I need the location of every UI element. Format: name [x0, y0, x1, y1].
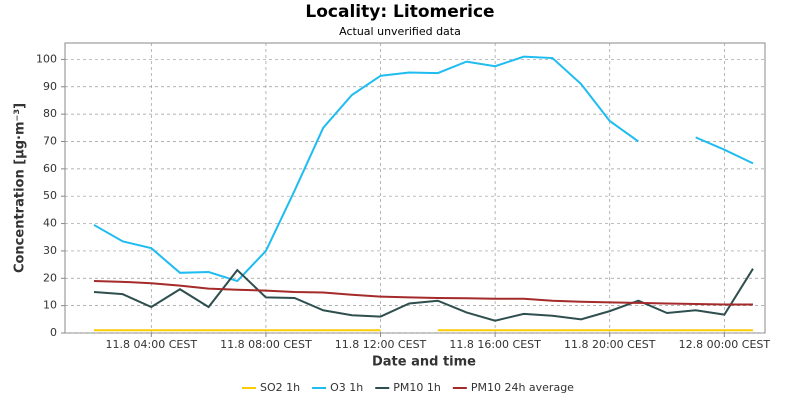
y-tick-label: 90: [43, 80, 57, 93]
y-tick-label: 10: [43, 299, 57, 312]
x-tick-label: 11.8 20:00 CEST: [564, 338, 656, 351]
y-tick-label: 50: [43, 189, 57, 202]
chart-subtitle: Actual unverified data: [339, 25, 461, 38]
x-axis-label: Date and time: [372, 355, 476, 370]
chart-title: Locality: Litomerice: [305, 2, 494, 22]
y-tick-label: 30: [43, 244, 57, 257]
y-axis-label: Concentration [µg·m⁻³]: [13, 103, 28, 273]
x-tick-label: 11.8 04:00 CEST: [106, 338, 198, 351]
y-tick-label: 60: [43, 162, 57, 175]
legend-label: SO2 1h: [260, 381, 300, 394]
legend-label: PM10 24h average: [471, 381, 574, 394]
x-tick-label: 11.8 08:00 CEST: [220, 338, 312, 351]
y-tick-label: 40: [43, 217, 57, 230]
y-tick-label: 0: [50, 326, 57, 339]
legend-label: PM10 1h: [393, 381, 441, 394]
series-line: [93, 268, 754, 322]
y-tick-label: 70: [43, 134, 57, 147]
x-tick-label: 11.8 16:00 CEST: [449, 338, 541, 351]
x-tick-label: 12.8 00:00 CEST: [679, 338, 771, 351]
series-line: [93, 55, 754, 283]
y-tick-label: 100: [36, 52, 57, 65]
legend-label: O3 1h: [330, 381, 363, 394]
y-tick-label: 80: [43, 107, 57, 120]
x-tick-label: 11.8 12:00 CEST: [335, 338, 427, 351]
y-tick-label: 20: [43, 271, 57, 284]
series-line: [93, 280, 753, 306]
